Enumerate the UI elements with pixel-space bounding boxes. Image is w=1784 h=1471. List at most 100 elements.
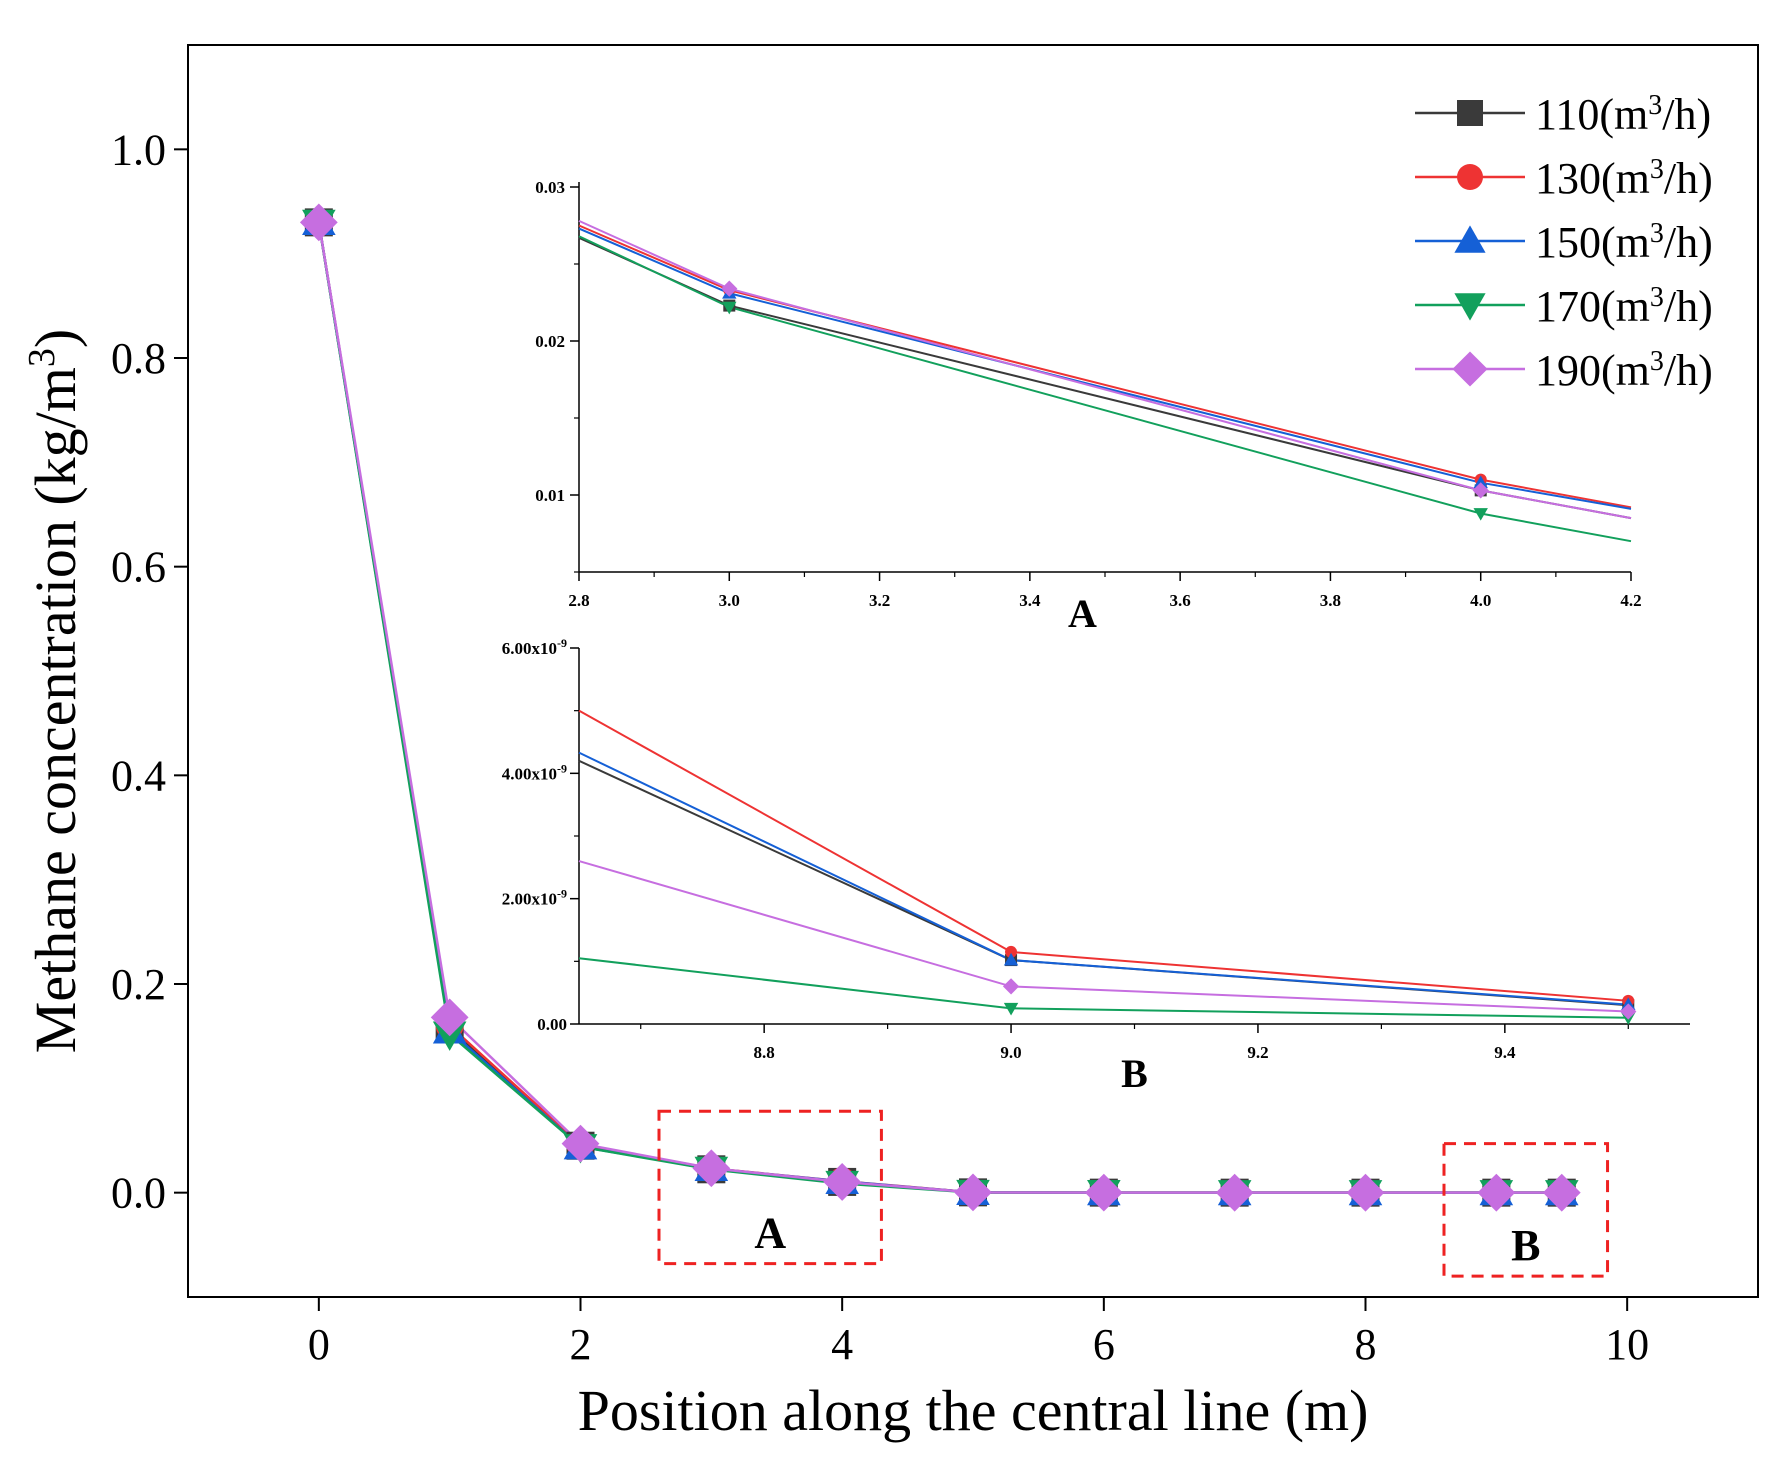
legend-label-superscript: 3 xyxy=(1650,346,1664,377)
legend-label-text: 110(m xyxy=(1535,90,1648,139)
inset-a-y-tick-label: 0.02 xyxy=(535,332,565,351)
inset-b-data-point-190 xyxy=(1620,1003,1637,1020)
legend-marker-110 xyxy=(1457,100,1483,126)
data-point-190 xyxy=(1084,1173,1123,1212)
inset-a-y-tick-label: 0.01 xyxy=(535,486,565,505)
legend-label-suffix: /h) xyxy=(1664,154,1713,203)
inset-b-data-point-130 xyxy=(1005,945,1018,958)
inset-b-plot: 8.8 9.0 9.2 9.40.002.00x10-94.00x10-96.00x1… xyxy=(502,636,1690,1096)
legend-marker-130 xyxy=(1457,164,1483,190)
x-tick-label: 0 xyxy=(308,1320,330,1369)
legend-label-text: 190(m xyxy=(1535,346,1650,395)
inset-a-series-line-150 xyxy=(578,227,1632,510)
legend-label-text: 130(m xyxy=(1535,154,1650,203)
legend-label-170: 170(m3/h) xyxy=(1535,282,1713,332)
inset-a-x-tick-label: 3.8 xyxy=(1320,591,1341,610)
inset-a-x-tick-label: 3.4 xyxy=(1019,591,1041,610)
legend-label-suffix: /h) xyxy=(1662,90,1711,139)
inset-b-data-point-170 xyxy=(1003,1002,1019,1016)
data-point-190 xyxy=(823,1163,862,1201)
inset-a-series-line-130 xyxy=(578,224,1632,509)
data-point-190 xyxy=(299,203,338,242)
inset-a-label: A xyxy=(1068,591,1097,636)
inset-b-y-tick-mantissa: 2.00x10 xyxy=(502,890,557,909)
x-tick-label: 4 xyxy=(831,1320,853,1369)
x-axis-label: Position along the central line (m) xyxy=(578,1378,1369,1443)
data-point-190 xyxy=(1346,1173,1385,1212)
inset-b-y-tick-exponent: -9 xyxy=(557,761,567,775)
inset-b-y-tick-label: 2.00x10-9 xyxy=(502,887,567,909)
inset-b-y-tick-mantissa: 0.00 xyxy=(537,1015,567,1034)
legend-label-superscript: 3 xyxy=(1648,90,1662,121)
legend-label-130: 130(m3/h) xyxy=(1535,154,1713,204)
inset-a-x-tick-label: 4.0 xyxy=(1470,591,1491,610)
legend-marker-170 xyxy=(1454,293,1486,321)
main-plot-frame xyxy=(187,44,1759,1298)
data-point-190 xyxy=(1215,1173,1254,1212)
inset-b-y-tick-label: 4.00x10-9 xyxy=(502,761,567,783)
data-point-190 xyxy=(1477,1173,1516,1212)
y-tick-label: 0.2 xyxy=(111,960,166,1009)
legend-label-150: 150(m3/h) xyxy=(1535,218,1713,268)
y-tick-label: 1.0 xyxy=(111,125,166,174)
zoom-region-box-B xyxy=(1442,1142,1610,1278)
legend-label-190: 190(m3/h) xyxy=(1535,346,1713,396)
inset-b-x-tick-label: 9.2 xyxy=(1247,1043,1268,1062)
y-axis-label-superscript: 3 xyxy=(21,348,63,367)
inset-b-data-point-190 xyxy=(1002,978,1020,995)
inset-a-data-point-170 xyxy=(1473,508,1488,521)
inset-a-data-point-190 xyxy=(721,280,738,297)
legend-label-superscript: 3 xyxy=(1650,218,1664,249)
inset-b-x-tick-label: 9.4 xyxy=(1494,1043,1516,1062)
inset-b-label: B xyxy=(1121,1051,1148,1096)
inset-a-x-tick-label: 4.2 xyxy=(1620,591,1641,610)
zoom-region-box-A xyxy=(657,1109,883,1266)
data-point-190 xyxy=(561,1124,600,1163)
data-point-190 xyxy=(430,998,469,1037)
inset-a-plot: 2.8 3.0 3.2 3.4 3.6 3.8 4.0 4.2 0.01 0.02 0.03 A xyxy=(535,178,1641,636)
main-plot: 0 2 4 6 8 10 0.0 0.2 0.4 0.6 0.8 1.0 Position along … xyxy=(21,44,1759,1443)
data-point-190 xyxy=(692,1149,731,1188)
legend-label-110: 110(m3/h) xyxy=(1535,90,1711,140)
legend-label-suffix: /h) xyxy=(1664,218,1713,267)
legend-label-superscript: 3 xyxy=(1650,282,1664,313)
y-axis-label-close: ) xyxy=(23,329,88,348)
y-tick-label: 0.8 xyxy=(111,334,166,383)
legend-label-superscript: 3 xyxy=(1650,154,1664,185)
inset-a-x-tick-label: 3.6 xyxy=(1170,591,1191,610)
legend-marker-150 xyxy=(1454,225,1486,253)
inset-b-y-tick-mantissa: 4.00x10 xyxy=(502,764,557,783)
x-tick-label: 6 xyxy=(1093,1320,1115,1369)
inset-a-x-tick-label: 3.2 xyxy=(869,591,890,610)
x-tick-label: 10 xyxy=(1605,1320,1649,1369)
data-point-190 xyxy=(1542,1173,1581,1212)
x-tick-label: 2 xyxy=(570,1320,592,1369)
inset-a-series-line-190 xyxy=(578,219,1632,520)
inset-a-data-point-150 xyxy=(1473,475,1488,489)
inset-b-x-tick-label: 8.8 xyxy=(754,1043,775,1062)
zoom-region-label-A: A xyxy=(754,1209,786,1258)
inset-a-data-point-190 xyxy=(1472,482,1489,499)
zoom-region-label-B: B xyxy=(1511,1221,1540,1270)
inset-a-x-tick-label: 2.8 xyxy=(568,591,589,610)
legend-label-suffix: /h) xyxy=(1664,282,1713,331)
inset-b-y-tick-mantissa: 6.00x10 xyxy=(502,639,557,658)
y-axis-label-text: Methane concentration (kg/m xyxy=(23,367,88,1053)
inset-a-y-tick-label: 0.03 xyxy=(535,178,565,197)
inset-b-y-tick-label: 6.00x10-9 xyxy=(502,636,567,658)
y-tick-label: 0.6 xyxy=(111,543,166,592)
legend-label-text: 170(m xyxy=(1535,282,1650,331)
legend-marker-190 xyxy=(1452,351,1488,387)
inset-b-y-tick-label: 0.00 xyxy=(537,1015,567,1034)
x-tick-label: 8 xyxy=(1355,1320,1377,1369)
inset-b-y-tick-exponent: -9 xyxy=(557,636,567,650)
legend-label-text: 150(m xyxy=(1535,218,1650,267)
legend: 110(m3/h)130(m3/h)150(m3/h)170(m3/h)190(… xyxy=(1415,90,1713,396)
inset-b-x-tick-label: 9.0 xyxy=(1000,1043,1021,1062)
y-axis-label: Methane concentration (kg/m3) xyxy=(21,329,88,1053)
data-point-190 xyxy=(954,1173,992,1212)
legend-label-suffix: /h) xyxy=(1664,346,1713,395)
